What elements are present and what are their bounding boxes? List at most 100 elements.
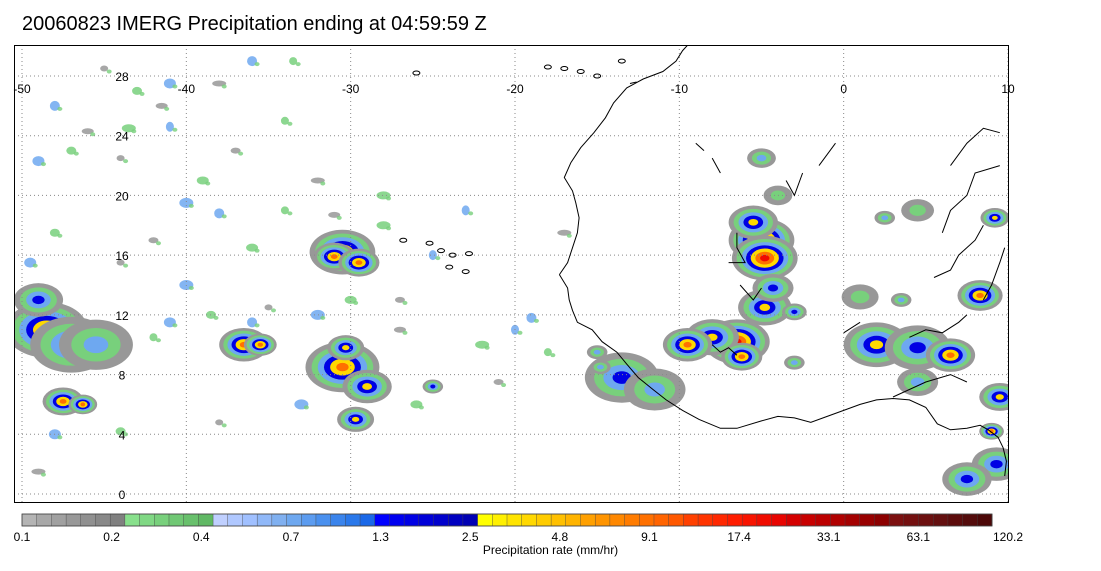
rain-speck xyxy=(57,233,63,238)
rain-speck xyxy=(115,427,126,436)
colorbar-swatch xyxy=(403,513,420,527)
colorbar-swatch xyxy=(815,513,831,527)
latitude-label: 16 xyxy=(115,249,129,263)
inland-water-line xyxy=(711,157,721,174)
colorbar-tick-label: 1.3 xyxy=(372,530,389,544)
latitude-label: 4 xyxy=(119,428,126,442)
coastline-segment xyxy=(558,45,689,275)
inland-water-line xyxy=(892,374,968,398)
rain-cell-band xyxy=(989,429,994,434)
rain-speck xyxy=(402,300,408,305)
rain-speck xyxy=(493,379,504,386)
colorbar-swatch xyxy=(550,513,567,527)
rain-cell-band xyxy=(990,459,1003,469)
rain-cell-band xyxy=(767,284,779,292)
rain-speck xyxy=(238,151,244,156)
colorbar-swatch xyxy=(168,513,185,527)
inland-water-line xyxy=(933,225,984,278)
rain-speck xyxy=(155,102,168,109)
colorbar-swatch xyxy=(286,513,302,527)
colorbar-swatch xyxy=(95,513,111,527)
rain-speck xyxy=(213,315,219,320)
longitude-label: 0 xyxy=(840,82,847,96)
rain-speck xyxy=(484,345,490,350)
colorbar-swatch xyxy=(124,513,141,527)
colorbar-swatch xyxy=(977,513,993,527)
longitude-label: -10 xyxy=(671,82,689,96)
rain-cell-band xyxy=(748,218,759,226)
latitude-label: 8 xyxy=(119,369,126,383)
rain-cell-band xyxy=(59,399,67,404)
colorbar-swatch xyxy=(21,513,38,527)
island-outline xyxy=(425,240,434,246)
colorbar-tick-label: 9.1 xyxy=(641,530,658,544)
island-outline xyxy=(437,248,446,254)
rain-cell-band xyxy=(83,336,109,354)
rain-cell-band xyxy=(770,190,786,201)
rain-speck xyxy=(393,326,406,333)
colorbar-frame xyxy=(21,513,993,527)
colorbar-swatch xyxy=(506,513,523,527)
colorbar-swatch xyxy=(609,513,626,527)
colorbar-tick-label: 2.5 xyxy=(462,530,479,544)
colorbar-tick-label: 0.4 xyxy=(193,530,210,544)
colorbar-swatch xyxy=(301,513,317,527)
rain-cell-band xyxy=(897,297,905,303)
rain-speck xyxy=(116,259,125,266)
rain-speck xyxy=(386,196,392,201)
colorbar-swatch xyxy=(844,513,861,527)
rain-speck xyxy=(149,333,158,342)
rain-speck xyxy=(32,263,38,268)
colorbar-swatch xyxy=(462,513,479,527)
rain-speck xyxy=(188,203,194,208)
rain-speck xyxy=(40,472,46,477)
colorbar-tick-label: 4.8 xyxy=(551,530,568,544)
colorbar-swatch xyxy=(51,513,67,527)
rain-speck xyxy=(247,56,258,67)
longitude-label: -40 xyxy=(178,82,196,96)
rain-speck xyxy=(155,338,161,343)
colorbar-swatch xyxy=(536,513,552,527)
colorbar-swatch xyxy=(242,513,258,527)
rain-speck xyxy=(566,233,572,238)
rain-speck xyxy=(132,86,143,95)
rain-speck xyxy=(247,317,258,328)
rain-speck xyxy=(188,286,194,290)
colorbar-swatch xyxy=(800,513,817,527)
rain-cell-band xyxy=(759,303,771,312)
rain-cell-band xyxy=(881,215,889,221)
colorbar-swatch xyxy=(389,513,405,527)
colorbar-tick-label: 0.1 xyxy=(14,530,31,544)
colorbar-swatch xyxy=(888,513,905,527)
inland-water-line xyxy=(739,284,762,301)
colorbar-swatch xyxy=(903,513,920,527)
rain-speck xyxy=(81,128,94,135)
colorbar-swatch xyxy=(624,513,640,527)
rain-speck xyxy=(73,151,79,156)
colorbar-swatch xyxy=(918,513,934,527)
rain-cell-band xyxy=(976,292,984,299)
colorbar-tick-label: 120.2 xyxy=(993,530,1023,544)
longitude-label: -20 xyxy=(506,82,524,96)
rain-cell-band xyxy=(791,309,798,314)
colorbar-swatch xyxy=(830,513,846,527)
rain-speck xyxy=(116,155,125,162)
latitude-label: 20 xyxy=(115,189,129,203)
rain-speck xyxy=(320,315,326,320)
island-outline xyxy=(543,64,552,70)
colorbar-swatch xyxy=(565,513,581,527)
rain-cell-band xyxy=(362,383,373,390)
rain-speck xyxy=(303,405,309,410)
rain-speck xyxy=(394,296,405,303)
colorbar-tick-label: 17.4 xyxy=(727,530,751,544)
rain-cell-band xyxy=(756,154,767,162)
rain-speck xyxy=(215,419,224,426)
rain-speck xyxy=(435,256,441,261)
rain-cell-band xyxy=(597,364,604,370)
colorbar-swatch xyxy=(521,513,537,527)
map-content xyxy=(14,45,1008,502)
rain-cell-band xyxy=(593,349,601,355)
rain-speck xyxy=(123,159,129,164)
colorbar-swatch xyxy=(653,513,670,527)
